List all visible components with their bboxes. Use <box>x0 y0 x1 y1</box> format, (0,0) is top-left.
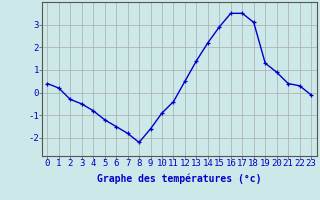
X-axis label: Graphe des températures (°c): Graphe des températures (°c) <box>97 173 261 184</box>
